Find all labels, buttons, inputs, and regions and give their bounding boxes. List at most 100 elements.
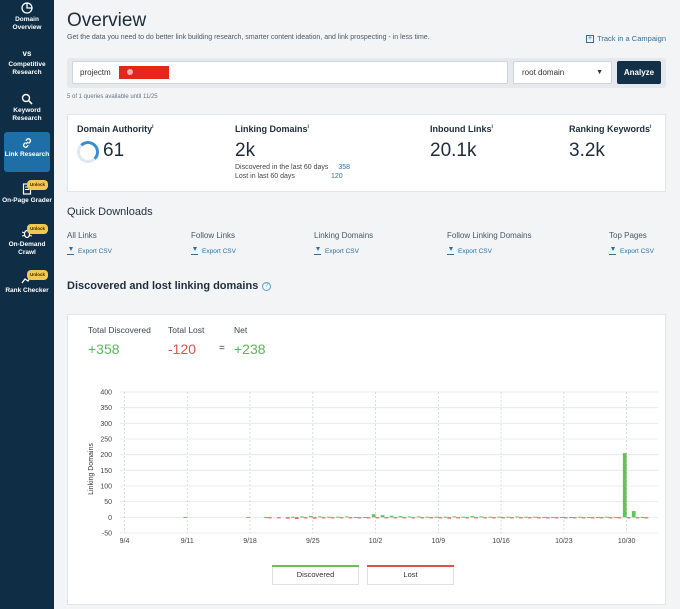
discovered-bar[interactable]	[183, 517, 188, 519]
lost-bar[interactable]	[366, 517, 371, 519]
lost-bar[interactable]	[617, 517, 622, 519]
discovered-bar[interactable]	[613, 517, 618, 519]
info-icon[interactable]: ?	[262, 281, 272, 291]
sidebar-item-on-page-grader[interactable]: Unlock On-Page Grader	[0, 180, 54, 205]
discovered-bar[interactable]	[488, 516, 493, 518]
lost-bar[interactable]	[644, 517, 649, 519]
lost-bar[interactable]	[348, 517, 353, 519]
lost-bar[interactable]	[536, 517, 541, 519]
sidebar-item-domain-overview[interactable]: Domain Overview	[0, 2, 54, 32]
lost-bar[interactable]	[285, 517, 290, 519]
lost-bar[interactable]	[267, 517, 272, 519]
lost-bar[interactable]	[321, 517, 326, 519]
lost-bar[interactable]	[563, 517, 568, 519]
info-icon[interactable]: i	[152, 124, 154, 130]
lost-bar[interactable]	[420, 517, 425, 519]
discovered-bar[interactable]	[631, 511, 636, 518]
discovered-bar[interactable]	[380, 515, 385, 518]
lost-bar[interactable]	[339, 517, 344, 519]
lost-bar[interactable]	[276, 517, 281, 519]
discovered-bar[interactable]	[407, 516, 412, 518]
discovered-bar[interactable]	[542, 517, 546, 519]
discovered-bar[interactable]	[344, 516, 349, 518]
discovered-bar[interactable]	[452, 516, 457, 518]
lost-bar[interactable]	[599, 517, 604, 519]
discovered-bar[interactable]	[416, 516, 421, 518]
discovered-bar[interactable]	[533, 516, 537, 518]
lost-bar[interactable]	[581, 517, 586, 519]
legend-lost[interactable]: Lost	[367, 565, 454, 585]
discovered-bar[interactable]	[353, 517, 358, 519]
lost-bar[interactable]	[357, 517, 362, 519]
lost-bar[interactable]	[456, 517, 461, 519]
discovered-bar[interactable]	[362, 517, 367, 519]
discovered-bar[interactable]	[264, 517, 268, 519]
lost-bar[interactable]	[294, 517, 299, 519]
discovered-bar[interactable]	[586, 517, 591, 519]
lost-bar[interactable]	[519, 517, 523, 519]
lost-bar[interactable]	[483, 517, 487, 519]
discovered-bar[interactable]	[389, 515, 394, 518]
discovered-bar[interactable]	[371, 514, 376, 518]
discovered-value[interactable]: 358	[338, 164, 351, 171]
lost-bar[interactable]	[608, 517, 613, 519]
legend-discovered[interactable]: Discovered	[272, 565, 359, 585]
analyze-button[interactable]: Analyze	[617, 61, 661, 84]
discovered-bar[interactable]	[479, 516, 484, 518]
lost-bar[interactable]	[527, 517, 532, 519]
discovered-bar[interactable]	[524, 516, 528, 518]
discovered-bar[interactable]	[578, 516, 582, 518]
lost-bar[interactable]	[545, 517, 550, 519]
discovered-bar[interactable]	[622, 453, 627, 518]
sidebar-item-link-research[interactable]: Link Research	[4, 132, 50, 172]
discovered-bar[interactable]	[604, 516, 609, 518]
lost-value[interactable]: 120	[330, 173, 343, 180]
sidebar-item-rank-checker[interactable]: Unlock Rank Checker	[0, 270, 54, 295]
export-csv-button[interactable]: Export CSV	[67, 247, 112, 255]
discovered-bar[interactable]	[246, 517, 251, 519]
info-icon[interactable]: i	[650, 124, 652, 130]
export-csv-button[interactable]: Export CSV	[609, 247, 654, 255]
discovered-bar[interactable]	[461, 516, 466, 518]
lost-bar[interactable]	[447, 517, 452, 519]
discovered-bar[interactable]	[434, 516, 439, 518]
discovered-bar[interactable]	[425, 516, 430, 518]
lost-bar[interactable]	[438, 517, 443, 519]
export-csv-button[interactable]: Export CSV	[314, 247, 373, 255]
info-icon[interactable]: i	[307, 124, 309, 130]
lost-bar[interactable]	[492, 517, 496, 519]
discovered-bar[interactable]	[640, 517, 645, 519]
discovered-bar[interactable]	[569, 517, 573, 519]
discovered-bar[interactable]	[309, 516, 313, 518]
discovered-bar[interactable]	[317, 516, 322, 518]
export-csv-button[interactable]: Export CSV	[447, 247, 531, 255]
lost-bar[interactable]	[554, 517, 559, 519]
lost-bar[interactable]	[375, 517, 380, 519]
discovered-bar[interactable]	[398, 516, 403, 518]
sidebar-item-keyword-research[interactable]: Keyword Research	[0, 93, 54, 123]
sidebar-item-competitive-research[interactable]: vs Competitive Research	[0, 47, 54, 77]
lost-bar[interactable]	[330, 517, 335, 519]
discovered-bar[interactable]	[291, 516, 295, 518]
discovered-bar[interactable]	[515, 516, 520, 518]
discovered-bar[interactable]	[443, 516, 448, 518]
discovered-bar[interactable]	[326, 516, 331, 518]
lost-bar[interactable]	[384, 517, 389, 519]
info-icon[interactable]: i	[491, 124, 493, 130]
lost-bar[interactable]	[626, 517, 631, 519]
lost-bar[interactable]	[635, 517, 640, 519]
discovered-bar[interactable]	[506, 516, 511, 518]
discovered-bar[interactable]	[470, 516, 475, 518]
lost-bar[interactable]	[402, 517, 407, 519]
lost-bar[interactable]	[474, 517, 478, 519]
lost-bar[interactable]	[501, 517, 505, 519]
discovered-bar[interactable]	[335, 516, 340, 518]
sidebar-item-on-demand-crawl[interactable]: Unlock On-Demand Crawl	[0, 224, 54, 257]
lost-bar[interactable]	[411, 517, 416, 519]
track-in-campaign-link[interactable]: + Track in a Campaign	[586, 34, 666, 43]
lost-bar[interactable]	[429, 517, 434, 519]
lost-bar[interactable]	[312, 517, 317, 519]
lost-bar[interactable]	[572, 517, 577, 519]
domain-search-input[interactable]: projectm	[72, 61, 508, 84]
lost-bar[interactable]	[393, 517, 398, 519]
